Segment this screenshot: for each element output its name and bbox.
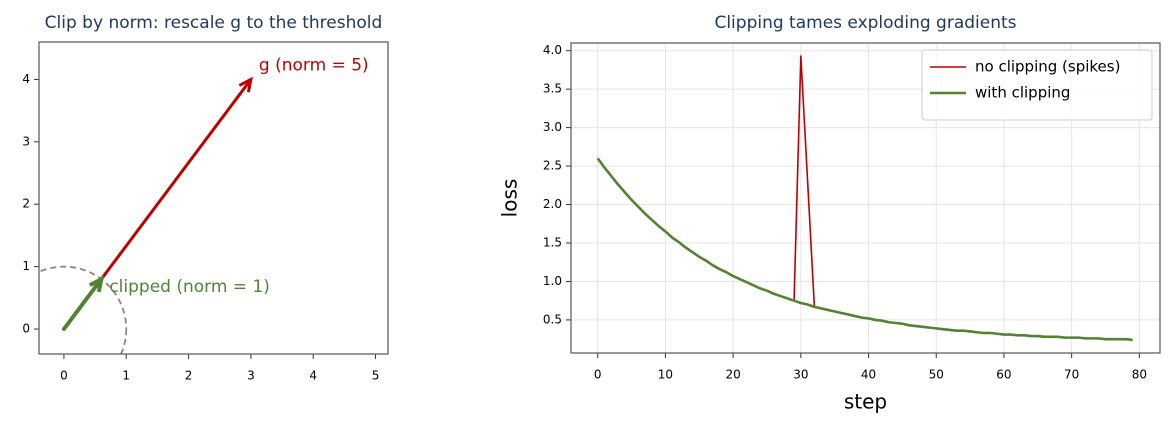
x-tick-label: 0 (60, 369, 68, 383)
series-line (596, 157, 1133, 342)
x-tick-label: 20 (726, 368, 741, 382)
x-tick-label: 2 (185, 369, 193, 383)
threshold-circle-group (39, 265, 128, 354)
y-tick-label: 3 (22, 134, 30, 148)
legend-label: with clipping (975, 84, 1070, 102)
x-tick-label: 30 (793, 368, 808, 382)
x-tick-label: 3 (247, 369, 255, 383)
chart-title: Clipping tames exploding gradients (714, 13, 1016, 33)
chart-title: Clip by norm: rescale g to the threshold (45, 13, 383, 33)
y-tick-label: 2.5 (543, 159, 562, 173)
x-tick-label: 70 (1064, 368, 1079, 382)
x-tick-label: 10 (658, 368, 673, 382)
x-tick-label: 1 (122, 369, 130, 383)
y-axis-label: loss (498, 179, 522, 218)
vector-arrow (61, 278, 103, 332)
threshold-circle (39, 265, 128, 354)
y-tick-label: 3.0 (543, 120, 562, 134)
y-tick-label: 0.5 (543, 312, 562, 326)
y-tick-label: 4.0 (543, 43, 562, 57)
plot-frame (38, 41, 389, 355)
x-axis-label: step (844, 390, 887, 414)
y-tick-label: 1 (22, 259, 30, 273)
y-tick-label: 2 (22, 197, 30, 211)
x-tick-label: 40 (861, 368, 876, 382)
y-tick-label: 4 (22, 72, 30, 86)
y-tick-label: 1.5 (543, 236, 562, 250)
x-tick-label: 50 (929, 368, 944, 382)
x-tick-label: 0 (594, 368, 602, 382)
vector-label: clipped (norm = 1) (109, 277, 270, 297)
x-tick-label: 60 (996, 368, 1011, 382)
x-tick-label: 5 (372, 369, 380, 383)
legend-box (921, 49, 1153, 121)
y-tick-label: 3.5 (543, 82, 562, 96)
y-tick-label: 2.0 (543, 197, 562, 211)
vector-arrowhead (88, 275, 105, 293)
y-tick-label: 0 (22, 322, 30, 336)
vector-label: g (norm = 5) (259, 55, 369, 75)
x-tick-label: 80 (1132, 368, 1147, 382)
x-tick-label: 4 (309, 369, 317, 383)
y-tick-label: 1.0 (543, 274, 562, 288)
vector-arrowhead (238, 76, 253, 93)
plot-frame (570, 42, 1161, 354)
legend-label: no clipping (spikes) (975, 58, 1120, 76)
